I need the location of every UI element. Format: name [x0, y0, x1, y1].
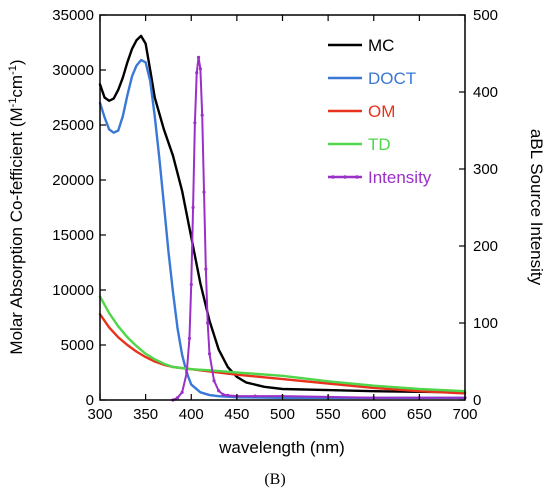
point-intensity	[254, 395, 257, 398]
x-tick-label: 400	[179, 406, 204, 423]
legend-marker-intensity	[355, 175, 359, 179]
x-tick-label: 600	[361, 406, 386, 423]
point-intensity	[188, 337, 191, 340]
x-tick-label: 500	[270, 406, 295, 423]
point-intensity	[197, 56, 200, 59]
left-y-axis-title-sup1: -1	[7, 98, 19, 108]
y-left-tick-label: 20000	[52, 172, 94, 189]
point-intensity	[204, 268, 207, 271]
point-intensity	[202, 191, 205, 194]
y-left-tick-label: 10000	[52, 282, 94, 299]
y-right-tick-label: 400	[473, 84, 498, 101]
x-tick-label: 650	[407, 406, 432, 423]
y-right-tick-label: 200	[473, 238, 498, 255]
legend-marker-intensity	[331, 175, 335, 179]
point-intensity	[195, 71, 198, 74]
y-left-tick-label: 5000	[61, 337, 94, 354]
point-intensity	[217, 389, 220, 392]
point-intensity	[191, 206, 194, 209]
y-left-tick-label: 30000	[52, 62, 94, 79]
point-intensity	[199, 67, 202, 70]
legend-label-doct: DOCT	[368, 69, 416, 88]
right-y-axis-title: aBL Source Intensity	[527, 129, 546, 286]
left-y-axis-title-mid: cm	[7, 75, 26, 98]
point-intensity	[193, 121, 196, 124]
x-axis-title: wavelength (nm)	[218, 438, 345, 457]
point-intensity	[226, 394, 229, 397]
point-intensity	[222, 393, 225, 396]
y-right-tick-label: 500	[473, 7, 498, 24]
y-left-tick-label: 35000	[52, 7, 94, 24]
legend-label-intensity: Intensity	[368, 168, 432, 187]
left-y-axis-title-text: Molar Absorption Co-fefficient (M	[7, 107, 26, 354]
left-y-axis-title: Molar Absorption Co-fefficient (M-1cm-1)	[7, 59, 26, 354]
point-intensity	[190, 283, 193, 286]
legend-label-td: TD	[368, 135, 391, 154]
y-left-tick-label: 0	[86, 392, 94, 409]
legend-label-mc: MC	[368, 36, 394, 55]
x-tick-label: 450	[224, 406, 249, 423]
panel-label: (B)	[0, 471, 550, 489]
y-right-tick-label: 0	[473, 392, 481, 409]
point-intensity	[208, 352, 211, 355]
x-tick-label: 350	[133, 406, 158, 423]
point-intensity	[176, 396, 179, 399]
point-intensity	[212, 379, 215, 382]
legend-marker-intensity	[343, 175, 347, 179]
point-intensity	[206, 321, 209, 324]
y-right-tick-label: 100	[473, 315, 498, 332]
point-intensity	[201, 114, 204, 117]
y-left-tick-label: 25000	[52, 117, 94, 134]
point-intensity	[181, 391, 184, 394]
left-y-axis-title-sup2: -1	[7, 65, 19, 75]
point-intensity	[185, 371, 188, 374]
x-tick-label: 550	[316, 406, 341, 423]
left-y-axis-title-end: )	[7, 59, 26, 65]
legend-label-om: OM	[368, 102, 395, 121]
y-left-tick-label: 15000	[52, 227, 94, 244]
y-right-tick-label: 300	[473, 161, 498, 178]
